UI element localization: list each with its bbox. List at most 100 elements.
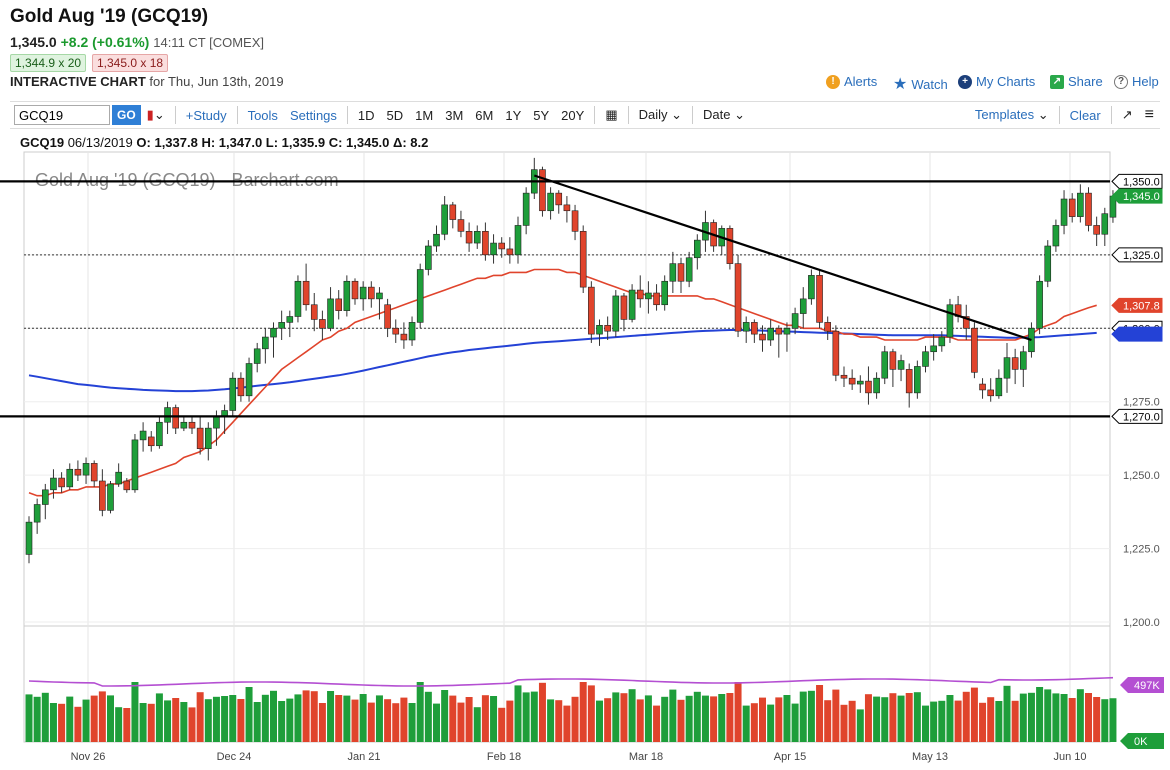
help-link[interactable]: ? Help: [1114, 74, 1159, 89]
candle: [571, 204, 579, 241]
volume-bar: [538, 682, 546, 742]
volume-bar: [408, 703, 416, 742]
candle-body: [1101, 213, 1109, 235]
range-1d[interactable]: 1D: [357, 107, 375, 123]
volume-bar: [962, 691, 970, 742]
volume-bar: [147, 703, 155, 742]
candle: [677, 257, 685, 293]
candle: [1052, 219, 1060, 252]
candle: [319, 310, 326, 340]
range-6m[interactable]: 6M: [475, 107, 494, 123]
candle: [416, 263, 424, 329]
candle: [922, 345, 929, 373]
volume-bar: [848, 700, 856, 742]
candle-body: [612, 295, 620, 332]
price-label-box: [1111, 188, 1163, 204]
candle-body: [180, 421, 188, 429]
range-1m[interactable]: 1M: [415, 107, 434, 123]
alerts-label: Alerts: [844, 74, 878, 89]
volume-bar: [98, 691, 106, 742]
candle-body: [367, 286, 375, 300]
candle: [1011, 348, 1019, 385]
ohlc-close: C: 1,345.0: [328, 135, 390, 150]
symbol-input[interactable]: [14, 105, 110, 125]
volume-bar: [750, 703, 758, 742]
range-3m[interactable]: 3M: [445, 107, 464, 123]
volume-bar: [840, 704, 848, 742]
study-button[interactable]: +Study: [185, 107, 227, 123]
candle-body: [848, 377, 856, 385]
candle: [457, 210, 465, 238]
chart-toolbar: GO ▮⌄ +Study Tools Settings 1D 5D 1M 3M …: [10, 101, 1160, 129]
volume-bar: [864, 694, 872, 742]
candle: [840, 366, 848, 387]
candle-body: [636, 289, 644, 300]
candle: [302, 263, 310, 311]
candle-body: [808, 275, 815, 300]
templates-dropdown[interactable]: Templates ⌄: [969, 107, 1055, 123]
range-5y[interactable]: 5Y: [533, 107, 550, 123]
candle-body: [99, 480, 106, 511]
candle: [563, 196, 571, 223]
candle-body: [1093, 225, 1100, 235]
candle: [1019, 345, 1027, 387]
volume-bar: [473, 707, 481, 742]
alerts-link[interactable]: ! Alerts: [826, 74, 877, 89]
share-link[interactable]: ↗ Share: [1050, 74, 1103, 89]
candle: [294, 275, 302, 323]
candle-body: [74, 468, 82, 476]
x-tick-label: Jan 21: [347, 751, 380, 763]
x-tick-label: Dec 24: [217, 751, 252, 763]
my-charts-link[interactable]: + My Charts: [958, 74, 1035, 89]
candle: [107, 481, 114, 514]
candle: [205, 422, 212, 461]
xaxis-dropdown[interactable]: Date ⌄: [697, 107, 751, 123]
candle: [824, 316, 832, 340]
divider: [1058, 106, 1060, 124]
candle-body: [90, 463, 98, 482]
volume-bar: [1093, 697, 1101, 742]
volume-bar: [873, 696, 881, 742]
candle: [25, 516, 33, 564]
go-button[interactable]: GO: [112, 105, 141, 125]
clear-button[interactable]: Clear: [1069, 107, 1101, 123]
candle: [99, 469, 106, 517]
volume-bar: [212, 696, 220, 742]
candle-body: [962, 316, 970, 329]
candle-body: [1068, 198, 1076, 217]
candle-body: [278, 322, 285, 329]
candle-body: [25, 521, 33, 555]
candle-body: [1036, 280, 1043, 329]
candle: [50, 469, 57, 499]
settings-button[interactable]: Settings: [289, 107, 337, 123]
range-20y[interactable]: 20Y: [561, 107, 585, 123]
price-axis-label: 1,345.0: [1111, 188, 1163, 204]
menu-icon[interactable]: ≡: [1144, 106, 1154, 123]
volume-bar: [90, 695, 98, 742]
candle-body: [286, 316, 294, 323]
calendar-icon[interactable]: ▦: [605, 107, 618, 122]
tools-button[interactable]: Tools: [247, 107, 278, 123]
watch-link[interactable]: ★ Watch: [893, 74, 948, 94]
volume-bar: [155, 693, 163, 742]
y-tick-label: 1,250.0: [1123, 470, 1160, 482]
plot-area: [23, 151, 1111, 743]
volume-bar: [661, 696, 669, 742]
volume-bar: [449, 695, 457, 742]
range-5d[interactable]: 5D: [386, 107, 404, 123]
candle: [734, 254, 742, 338]
candle-body: [881, 351, 889, 379]
volume-bar: [41, 692, 49, 742]
candle: [408, 316, 416, 346]
volume-bar: [188, 707, 196, 742]
candle-body: [245, 363, 253, 397]
expand-icon[interactable]: ↗: [1121, 107, 1133, 122]
volume-bar: [612, 692, 620, 742]
range-1y[interactable]: 1Y: [505, 107, 522, 123]
volume-bar: [286, 698, 294, 742]
candle-body: [384, 304, 391, 329]
interval-dropdown[interactable]: Daily ⌄: [633, 107, 688, 123]
chart-type-dropdown[interactable]: ▮⌄: [141, 107, 171, 123]
candle-body: [457, 219, 465, 232]
